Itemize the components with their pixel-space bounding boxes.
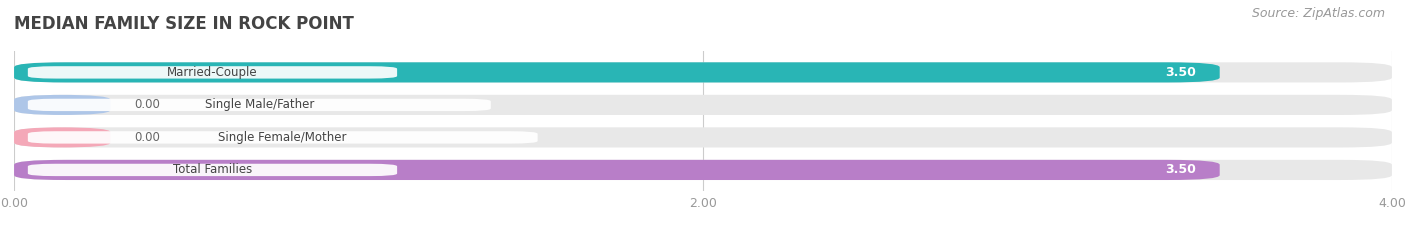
Text: 3.50: 3.50 — [1164, 163, 1195, 176]
FancyBboxPatch shape — [14, 95, 1392, 115]
FancyBboxPatch shape — [14, 62, 1219, 82]
FancyBboxPatch shape — [14, 160, 1392, 180]
FancyBboxPatch shape — [28, 99, 491, 111]
FancyBboxPatch shape — [28, 66, 396, 79]
Text: Single Female/Mother: Single Female/Mother — [218, 131, 347, 144]
FancyBboxPatch shape — [14, 127, 1392, 147]
FancyBboxPatch shape — [14, 160, 1219, 180]
Text: Total Families: Total Families — [173, 163, 252, 176]
FancyBboxPatch shape — [28, 164, 396, 176]
Text: Married-Couple: Married-Couple — [167, 66, 257, 79]
Text: Source: ZipAtlas.com: Source: ZipAtlas.com — [1251, 7, 1385, 20]
Text: 3.50: 3.50 — [1164, 66, 1195, 79]
FancyBboxPatch shape — [14, 127, 111, 147]
Text: Single Male/Father: Single Male/Father — [205, 98, 314, 111]
FancyBboxPatch shape — [14, 62, 1392, 82]
FancyBboxPatch shape — [14, 95, 111, 115]
Text: MEDIAN FAMILY SIZE IN ROCK POINT: MEDIAN FAMILY SIZE IN ROCK POINT — [14, 15, 354, 33]
Text: 0.00: 0.00 — [135, 131, 160, 144]
Text: 0.00: 0.00 — [135, 98, 160, 111]
FancyBboxPatch shape — [28, 131, 537, 144]
